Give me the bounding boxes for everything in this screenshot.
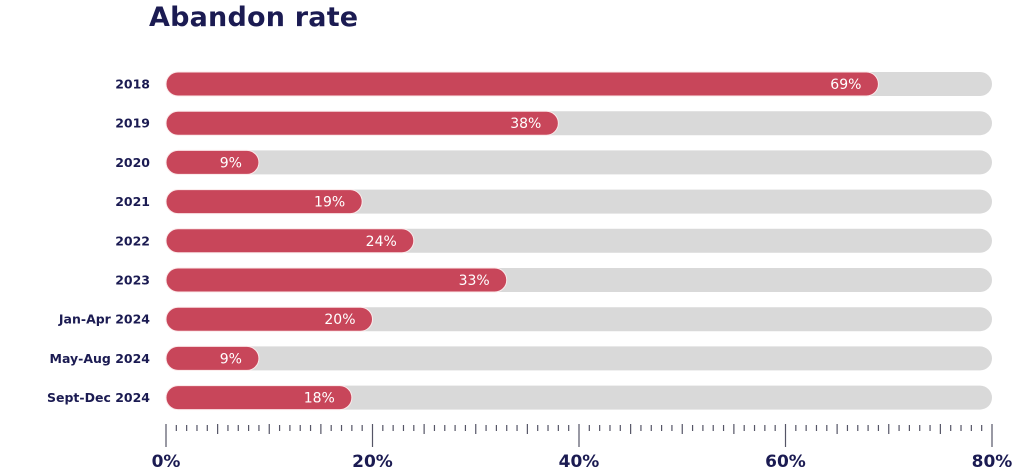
bar-track [166,385,992,410]
bar[interactable] [165,110,559,136]
value-label: 19% [314,195,345,211]
value-label: 18% [304,391,335,407]
bar-track [166,346,992,371]
value-label: 69% [830,77,861,93]
bar[interactable] [165,306,373,332]
axis-tick-label: 0% [152,452,181,472]
bar-track [166,307,992,332]
bar[interactable] [165,71,879,97]
bar-track [166,150,992,175]
value-label: 9% [220,351,242,367]
category-label: Sept-Dec 2024 [47,390,150,405]
category-label: 2021 [115,194,150,209]
category-label: 2022 [115,233,150,248]
category-label: May-Aug 2024 [50,351,151,366]
axis-tick-label: 20% [352,452,393,472]
category-label: 2020 [115,155,150,170]
chart-title: Abandon rate [149,2,359,33]
value-label: 24% [366,234,397,250]
category-label: 2018 [115,77,150,92]
bar-track [166,189,992,214]
category-label: Jan-Apr 2024 [58,312,150,327]
bar[interactable] [165,345,260,371]
category-label: 2019 [115,116,150,131]
value-label: 33% [459,273,490,289]
bar[interactable] [165,267,508,293]
bar[interactable] [165,228,415,254]
axis-tick-label: 40% [559,452,600,472]
bar[interactable] [165,189,363,215]
value-label: 9% [220,155,242,171]
bar[interactable] [165,385,353,411]
axis-tick-label: 60% [765,452,806,472]
value-label: 20% [324,312,355,328]
category-label: 2023 [115,273,150,288]
bar[interactable] [165,149,260,175]
value-label: 38% [510,116,541,132]
axis-tick-label: 80% [972,452,1013,472]
